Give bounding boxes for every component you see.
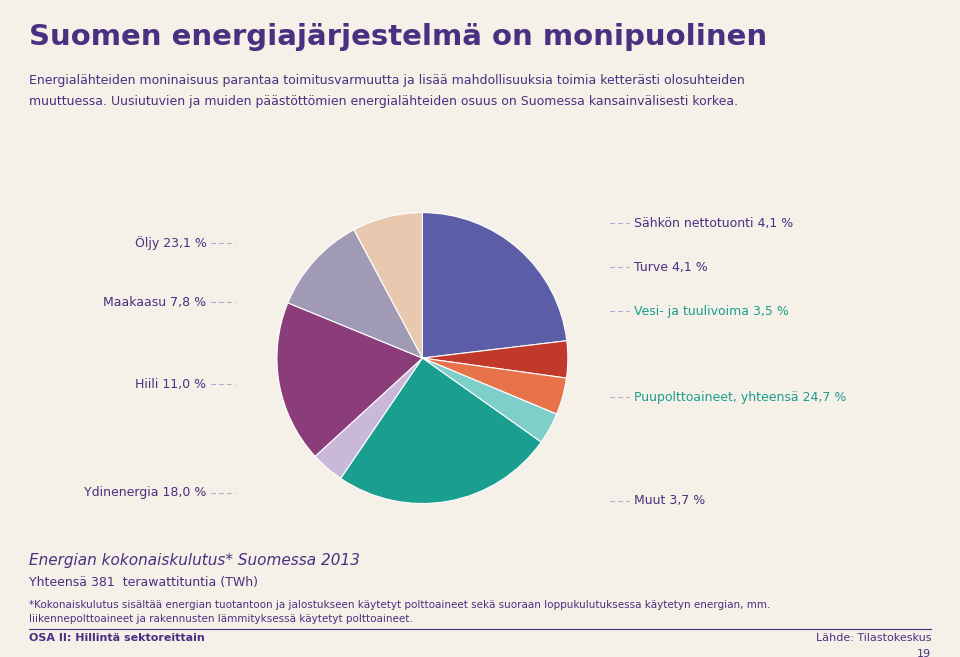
Text: OSA II: Hillintä sektoreittain: OSA II: Hillintä sektoreittain (29, 633, 204, 643)
Wedge shape (422, 213, 566, 358)
Text: Muut 3,7 %: Muut 3,7 % (634, 494, 705, 507)
Wedge shape (422, 358, 566, 414)
Text: Energian kokonaiskulutus* Suomessa 2013: Energian kokonaiskulutus* Suomessa 2013 (29, 553, 360, 568)
Text: Puupolttoaineet, yhteensä 24,7 %: Puupolttoaineet, yhteensä 24,7 % (634, 391, 846, 404)
Text: Öljy 23,1 %: Öljy 23,1 % (134, 236, 206, 250)
Wedge shape (422, 341, 568, 378)
Text: Sähkön nettotuonti 4,1 %: Sähkön nettotuonti 4,1 % (634, 217, 793, 230)
Wedge shape (422, 358, 557, 442)
Text: Lähde: Tilastokeskus: Lähde: Tilastokeskus (816, 633, 931, 643)
Text: Hiili 11,0 %: Hiili 11,0 % (135, 378, 206, 391)
Text: *Kokonaiskulutus sisältää energian tuotantoon ja jalostukseen käytetyt polttoain: *Kokonaiskulutus sisältää energian tuota… (29, 600, 770, 610)
Wedge shape (341, 358, 541, 503)
Wedge shape (354, 213, 422, 358)
Text: Vesi- ja tuulivoima 3,5 %: Vesi- ja tuulivoima 3,5 % (634, 305, 788, 318)
Wedge shape (288, 230, 422, 358)
Text: Maakaasu 7,8 %: Maakaasu 7,8 % (104, 296, 206, 309)
Text: liikennepolttoaineet ja rakennusten lämmityksessä käytetyt polttoaineet.: liikennepolttoaineet ja rakennusten lämm… (29, 614, 413, 624)
Text: muuttuessa. Uusiutuvien ja muiden päästöttömien energialähteiden osuus on Suomes: muuttuessa. Uusiutuvien ja muiden päästö… (29, 95, 738, 108)
Text: 19: 19 (917, 649, 931, 657)
Text: Suomen energiajärjestelmä on monipuolinen: Suomen energiajärjestelmä on monipuoline… (29, 23, 767, 51)
Text: Turve 4,1 %: Turve 4,1 % (634, 261, 708, 274)
Text: Yhteensä 381  terawattituntia (TWh): Yhteensä 381 terawattituntia (TWh) (29, 576, 258, 589)
Wedge shape (276, 303, 422, 457)
Text: Ydinenergia 18,0 %: Ydinenergia 18,0 % (84, 486, 206, 499)
Text: Energialähteiden moninaisuus parantaa toimitusvarmuutta ja lisää mahdollisuuksia: Energialähteiden moninaisuus parantaa to… (29, 74, 745, 87)
Wedge shape (315, 358, 422, 478)
